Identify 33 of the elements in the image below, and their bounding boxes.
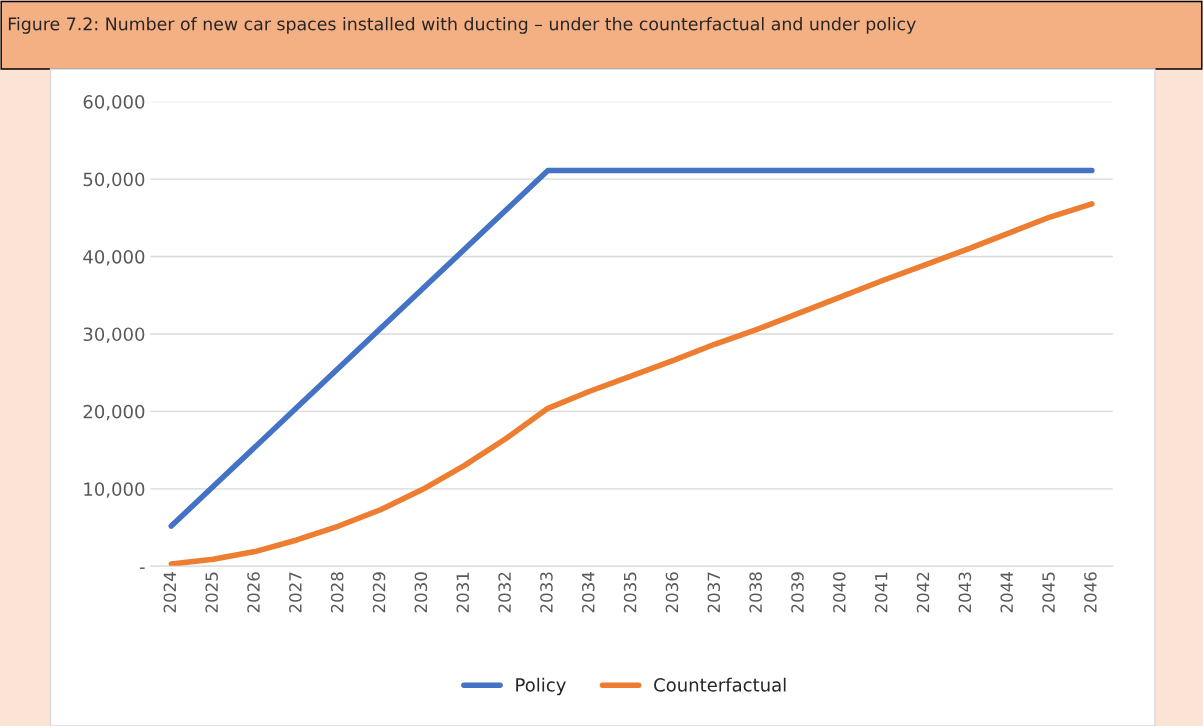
- y-tick-label: 60,000: [83, 95, 145, 111]
- x-tick-label: 2033: [540, 572, 553, 613]
- x-tick-label: 2032: [498, 572, 511, 613]
- x-tick-label: 2029: [372, 572, 386, 613]
- legend-label: Policy: [516, 677, 566, 696]
- x-tick-label: 2035: [623, 572, 637, 613]
- x-tick-label: 2039: [791, 572, 804, 613]
- y-tick-label: -: [139, 567, 145, 569]
- y-tick-label: 20,000: [83, 404, 145, 421]
- x-tick-label: 2025: [205, 572, 218, 613]
- x-tick-label: 2030: [414, 572, 428, 613]
- x-tick-label: 2045: [1042, 572, 1055, 613]
- legend-label: Counterfactual: [654, 677, 786, 692]
- y-tick-label: 40,000: [83, 249, 145, 266]
- x-tick-label: 2037: [707, 572, 721, 613]
- y-tick-label: 30,000: [83, 327, 145, 343]
- x-tick-label: 2028: [330, 572, 344, 613]
- x-tick-label: 2036: [665, 572, 679, 613]
- x-tick-label: 2026: [247, 572, 260, 613]
- x-tick-label: 2024: [163, 572, 177, 613]
- y-tick-label: 10,000: [84, 482, 145, 498]
- x-tick-label: 2041: [874, 572, 888, 613]
- x-tick-label: 2042: [916, 572, 930, 613]
- x-tick-label: 2040: [833, 572, 846, 613]
- chart-title: Figure 7.2: Number of new car spaces installed with ducting – under the counterfactual and under policy: [8, 17, 916, 34]
- x-tick-label: 2043: [958, 572, 972, 613]
- x-tick-label: 2034: [581, 572, 595, 613]
- x-tick-label: 2046: [1084, 572, 1097, 613]
- x-tick-label: 2038: [749, 572, 762, 613]
- x-tick-label: 2031: [456, 572, 470, 613]
- x-tick-label: 2027: [289, 572, 302, 613]
- x-tick-label: 2044: [1000, 572, 1013, 613]
- y-tick-label: 50,000: [83, 172, 145, 189]
